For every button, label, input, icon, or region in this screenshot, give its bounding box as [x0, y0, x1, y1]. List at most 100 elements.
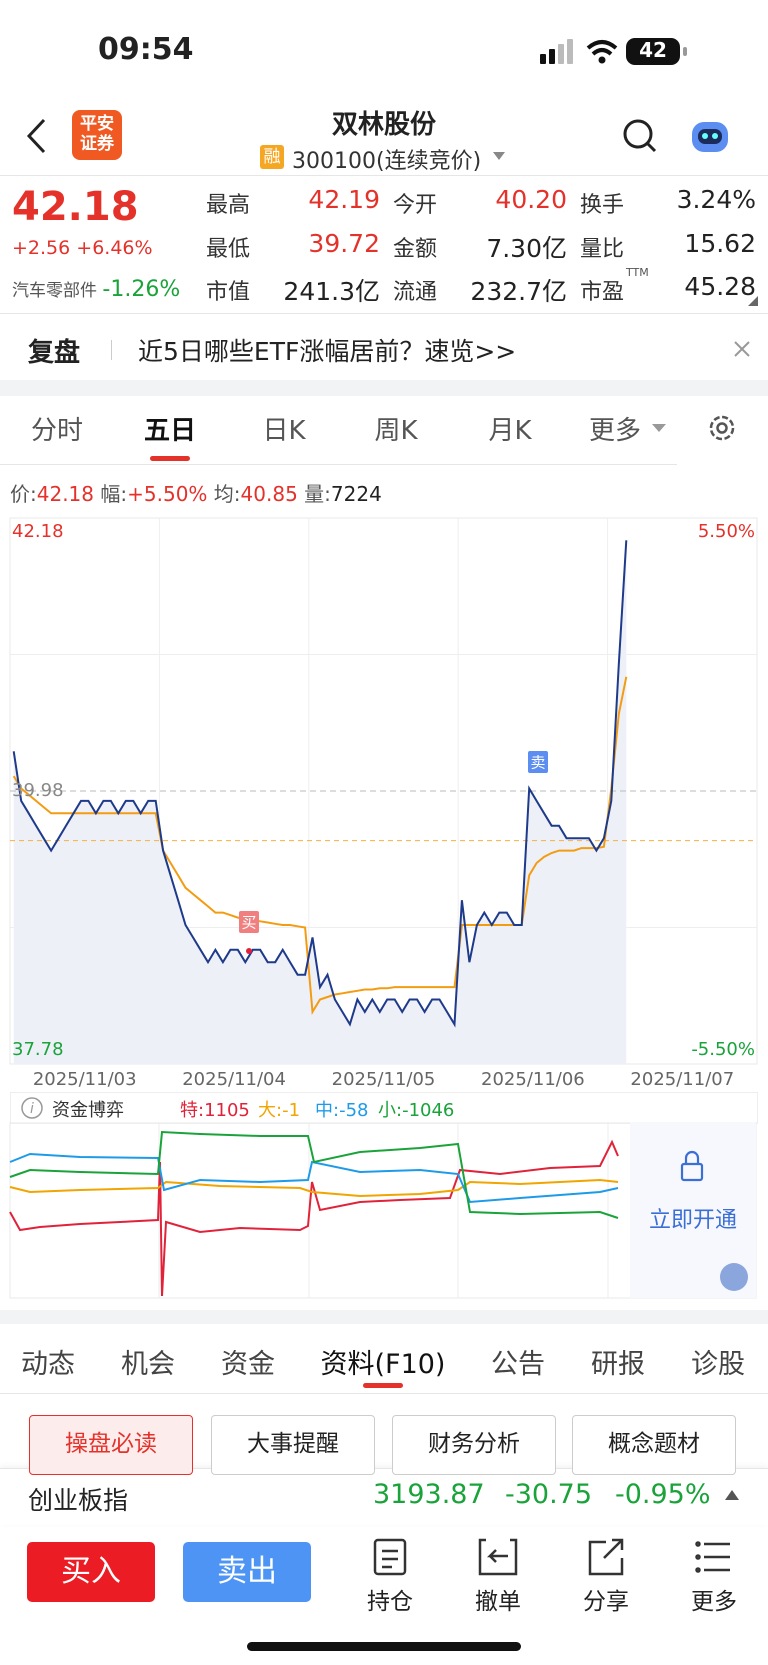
field-value: 15.62 — [684, 229, 756, 258]
field-label: 市值 — [206, 280, 251, 305]
price-chart: 2025/11/03 2025/11/04 2025/11/05 2025/11/06… — [9, 517, 758, 1090]
banner-tag: 复盘 — [28, 338, 81, 368]
info-tab[interactable]: 资料(F10) — [320, 1349, 446, 1380]
info-tab[interactable]: 研报 — [591, 1349, 645, 1380]
y-tick-label: 42.18 — [12, 521, 64, 542]
info-icon[interactable]: i — [20, 1096, 44, 1120]
flow-item: 特:1105 — [180, 1096, 250, 1122]
chart-tab[interactable]: 分时 — [30, 416, 83, 446]
trade-marker — [528, 751, 548, 773]
margin-badge: 融 — [260, 145, 284, 169]
x-tick-label: 2025/11/03 — [33, 1069, 137, 1090]
expand-arrow[interactable] — [724, 1488, 740, 1502]
flow-label: 特: — [180, 1100, 205, 1121]
sell-button[interactable]: 卖出 — [183, 1542, 311, 1602]
sub-tab[interactable]: 概念题材 — [572, 1415, 736, 1475]
chart-tab[interactable]: 更多 — [588, 416, 641, 446]
info-tab[interactable]: 机会 — [121, 1349, 175, 1380]
field-value: 241.3亿 — [283, 277, 380, 306]
change: +2.56 — [12, 237, 71, 259]
info-tab[interactable]: 公告 — [491, 1349, 545, 1380]
back-button[interactable] — [24, 116, 48, 156]
tab-underline — [363, 1383, 403, 1388]
info-tab[interactable]: 诊股 — [691, 1349, 745, 1380]
change-pct: +6.46% — [76, 237, 153, 259]
tool-label[interactable]: 更多 — [691, 1589, 737, 1615]
search-icon[interactable] — [622, 118, 658, 154]
flow-label: 中: — [315, 1100, 340, 1121]
dropdown-arrow[interactable] — [492, 150, 506, 162]
info-value: 42.18 — [36, 482, 95, 506]
chart-info: 价:42.18 幅:+5.50% 均:40.85 量:7224 — [10, 478, 382, 507]
avg-line — [12, 676, 628, 1016]
svg-text:i: i — [30, 1101, 34, 1117]
flow-lines — [9, 1130, 619, 1297]
price-area — [13, 540, 627, 1064]
sector-pct: -1.26% — [102, 277, 181, 302]
info-tab[interactable]: 资金 — [221, 1349, 275, 1380]
sub-tab[interactable]: 操盘必读 — [29, 1415, 193, 1475]
stock-code: 300100(连续竞价) — [292, 149, 482, 174]
price-line — [12, 540, 628, 1028]
expand-icon[interactable] — [720, 1263, 748, 1291]
divider — [0, 464, 677, 465]
info-value: 7224 — [330, 482, 382, 506]
chart-tab[interactable]: 日K — [262, 416, 306, 446]
chart-tab[interactable]: 月K — [488, 416, 532, 446]
price-change: +2.56 +6.46% — [12, 237, 153, 259]
flow-label: 大: — [258, 1100, 283, 1121]
buy-button[interactable]: 买入 — [27, 1542, 155, 1602]
flow-legend-box — [10, 1092, 758, 1124]
index-value: 3193.87 — [373, 1479, 485, 1510]
settings-icon[interactable] — [706, 412, 738, 444]
x-tick-label: 2025/11/04 — [182, 1069, 286, 1090]
index-change: -30.75 — [505, 1479, 593, 1510]
field-label: 换手 — [580, 193, 625, 218]
field-value: 45.28 — [684, 272, 756, 301]
flow-chart — [9, 1122, 757, 1299]
x-tick-label: 2025/11/07 — [630, 1069, 734, 1090]
tab-underline — [150, 456, 190, 461]
tool-icons — [373, 1538, 730, 1576]
banner-text[interactable]: 近5日哪些ETF涨幅居前？速览>> — [138, 337, 517, 366]
tool-label[interactable]: 持仓 — [367, 1589, 413, 1615]
field-value: 39.72 — [308, 229, 380, 258]
field-label: 金额 — [393, 237, 438, 262]
flow-item: 小:-1046 — [378, 1096, 454, 1122]
field-label-sup: TTM — [626, 266, 649, 279]
chart-tab[interactable]: 周K — [374, 416, 418, 446]
status-icons — [540, 38, 687, 65]
section-gap — [0, 380, 768, 396]
field-label: 市盈 — [580, 280, 625, 305]
x-tick-label: 2025/11/05 — [332, 1069, 436, 1090]
info-label: 价: — [10, 482, 37, 506]
tool-label[interactable]: 撤单 — [475, 1589, 521, 1615]
section-gap — [0, 1310, 768, 1324]
sub-tab[interactable]: 财务分析 — [392, 1415, 556, 1475]
info-label: 量: — [304, 482, 331, 506]
stock-name: 双林股份 — [331, 110, 436, 140]
close-icon[interactable] — [733, 340, 751, 358]
divider — [0, 1393, 768, 1394]
flow-item: 大:-1 — [258, 1096, 300, 1122]
lock-icon — [680, 1162, 704, 1182]
trade-marker-text: 买 — [241, 914, 256, 932]
assistant-icon[interactable] — [688, 116, 732, 156]
sub-tab[interactable]: 大事提醒 — [211, 1415, 375, 1475]
y-tick-label: 39.98 — [12, 780, 64, 801]
divider — [0, 313, 768, 314]
unlock-button[interactable]: 立即开通 — [648, 1208, 737, 1233]
chart-tab[interactable]: 五日 — [143, 416, 196, 446]
info-tab[interactable]: 动态 — [21, 1349, 75, 1380]
x-tick-label: 2025/11/06 — [481, 1069, 585, 1090]
sector: 汽车零部件 -1.26% — [12, 276, 180, 302]
y-tick-label: 37.78 — [12, 1039, 64, 1060]
corner-mark — [748, 296, 758, 306]
field-value: 232.7亿 — [470, 277, 567, 306]
dropdown-arrow — [652, 424, 666, 432]
broker-logo: 平安 证券 — [72, 110, 122, 160]
index-bar[interactable] — [0, 1468, 768, 1525]
tool-label[interactable]: 分享 — [583, 1589, 629, 1615]
flow-grid — [158, 1122, 609, 1298]
